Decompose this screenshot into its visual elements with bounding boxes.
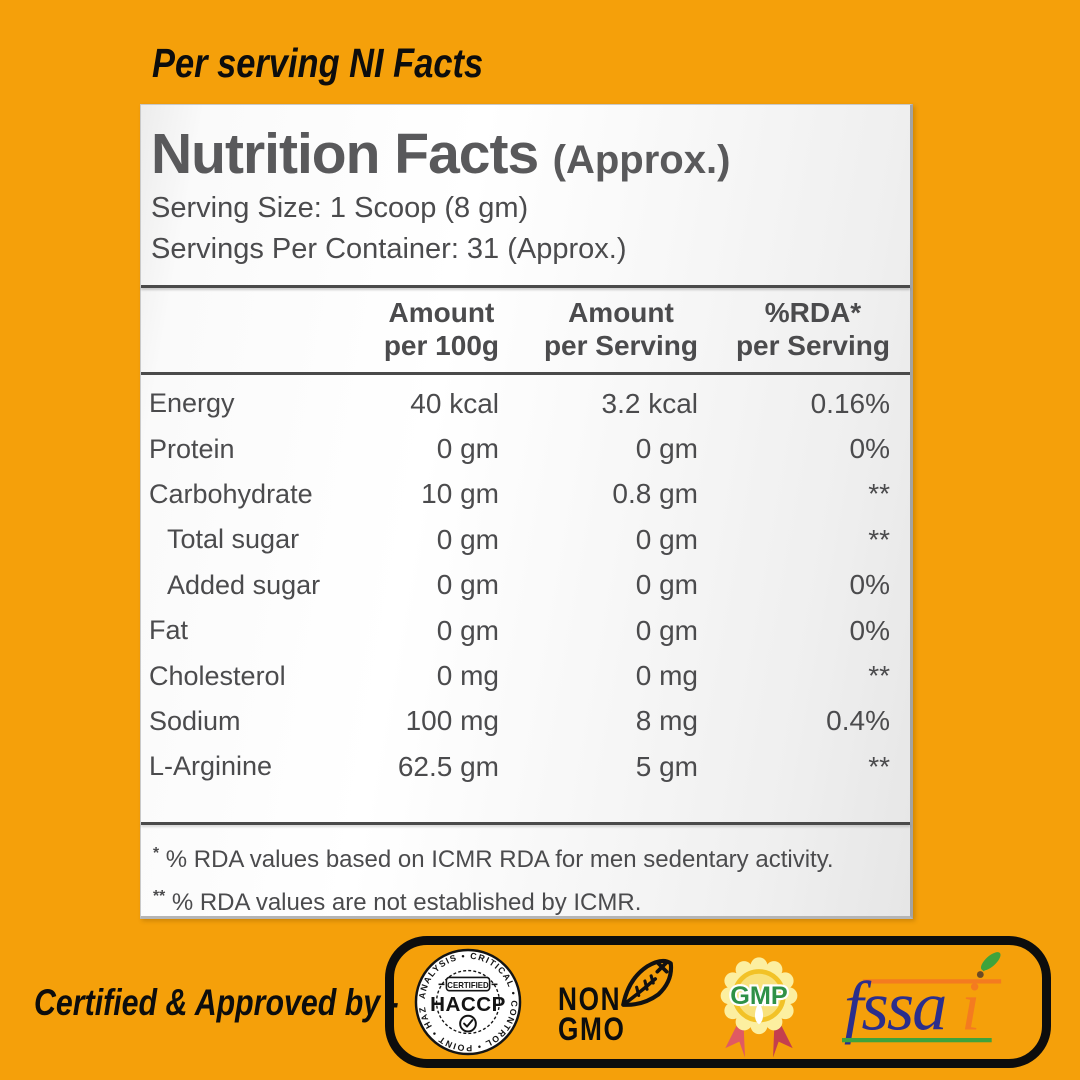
footnote-rda: * % RDA values based on ICMR RDA for men…: [153, 844, 834, 873]
certified-approved-caption: Certified & Approved by -: [34, 982, 399, 1023]
table-row: Cholesterol 0 mg 0 mg **: [149, 660, 890, 692]
panel-title: Nutrition Facts (Approx.): [151, 121, 900, 187]
divider: [141, 285, 910, 288]
nutrition-facts-panel: Nutrition Facts (Approx.) Serving Size: …: [140, 104, 913, 919]
table-row: L-Arginine 62.5 gm 5 gm **: [149, 750, 890, 782]
divider: [141, 821, 910, 825]
non-gmo-label: NON GMO: [558, 981, 626, 1047]
table-row: Fat 0 gm 0 gm 0%: [149, 614, 890, 646]
footnote-not-established: ** % RDA values are not established by I…: [153, 887, 642, 916]
svg-text:fssa i: fssa i: [844, 968, 979, 1045]
nutrition-facts-heading: Nutrition Facts: [151, 122, 539, 186]
header-amount-serving: Amount per Serving: [543, 297, 698, 361]
table-row: Protein 0 gm 0 gm 0%: [149, 433, 890, 465]
header-amount-100g: Amount per 100g: [383, 297, 499, 361]
leaf-icon: [621, 958, 674, 1007]
certifications-box: ANALYSIS • CRITICAL • CONTROL • POINT • …: [385, 936, 1051, 1068]
header-rda-serving: %RDA* per Serving: [735, 297, 890, 361]
table-header: Amount per 100g Amount per Serving %RDA*…: [141, 296, 910, 362]
svg-text:HACCP: HACCP: [430, 993, 506, 1016]
non-gmo-badge: NON GMO: [558, 952, 676, 1052]
nutrition-table: Energy 40 kcal 3.2 kcal 0.16% Protein 0 …: [141, 381, 910, 790]
svg-text:GMP: GMP: [730, 982, 788, 1010]
serving-size: Serving Size: 1 Scoop (8 gm): [151, 192, 529, 224]
table-row: Carbohydrate 10 gm 0.8 gm **: [149, 478, 890, 510]
fssai-leaf-icon: [976, 952, 1001, 978]
haccp-badge-icon: ANALYSIS • CRITICAL • CONTROL • POINT • …: [414, 948, 522, 1056]
servings-per-container: Servings Per Container: 31 (Approx.): [151, 233, 627, 265]
table-row: Added sugar 0 gm 0 gm 0%: [167, 569, 890, 601]
table-row: Energy 40 kcal 3.2 kcal 0.16%: [149, 387, 890, 419]
footnotes: * % RDA values based on ICMR RDA for men…: [153, 835, 898, 921]
svg-text:CERTIFIED: CERTIFIED: [447, 981, 489, 990]
fssai-logo: fssa i: [842, 948, 1022, 1056]
divider: [141, 372, 910, 375]
gmp-badge-icon: GMP: [712, 949, 806, 1065]
approx-suffix: (Approx.): [552, 138, 731, 182]
table-row: Total sugar 0 gm 0 gm **: [167, 523, 890, 555]
page-title: Per serving NI Facts: [152, 40, 484, 86]
table-row: Sodium 100 mg 8 mg 0.4%: [149, 705, 890, 737]
